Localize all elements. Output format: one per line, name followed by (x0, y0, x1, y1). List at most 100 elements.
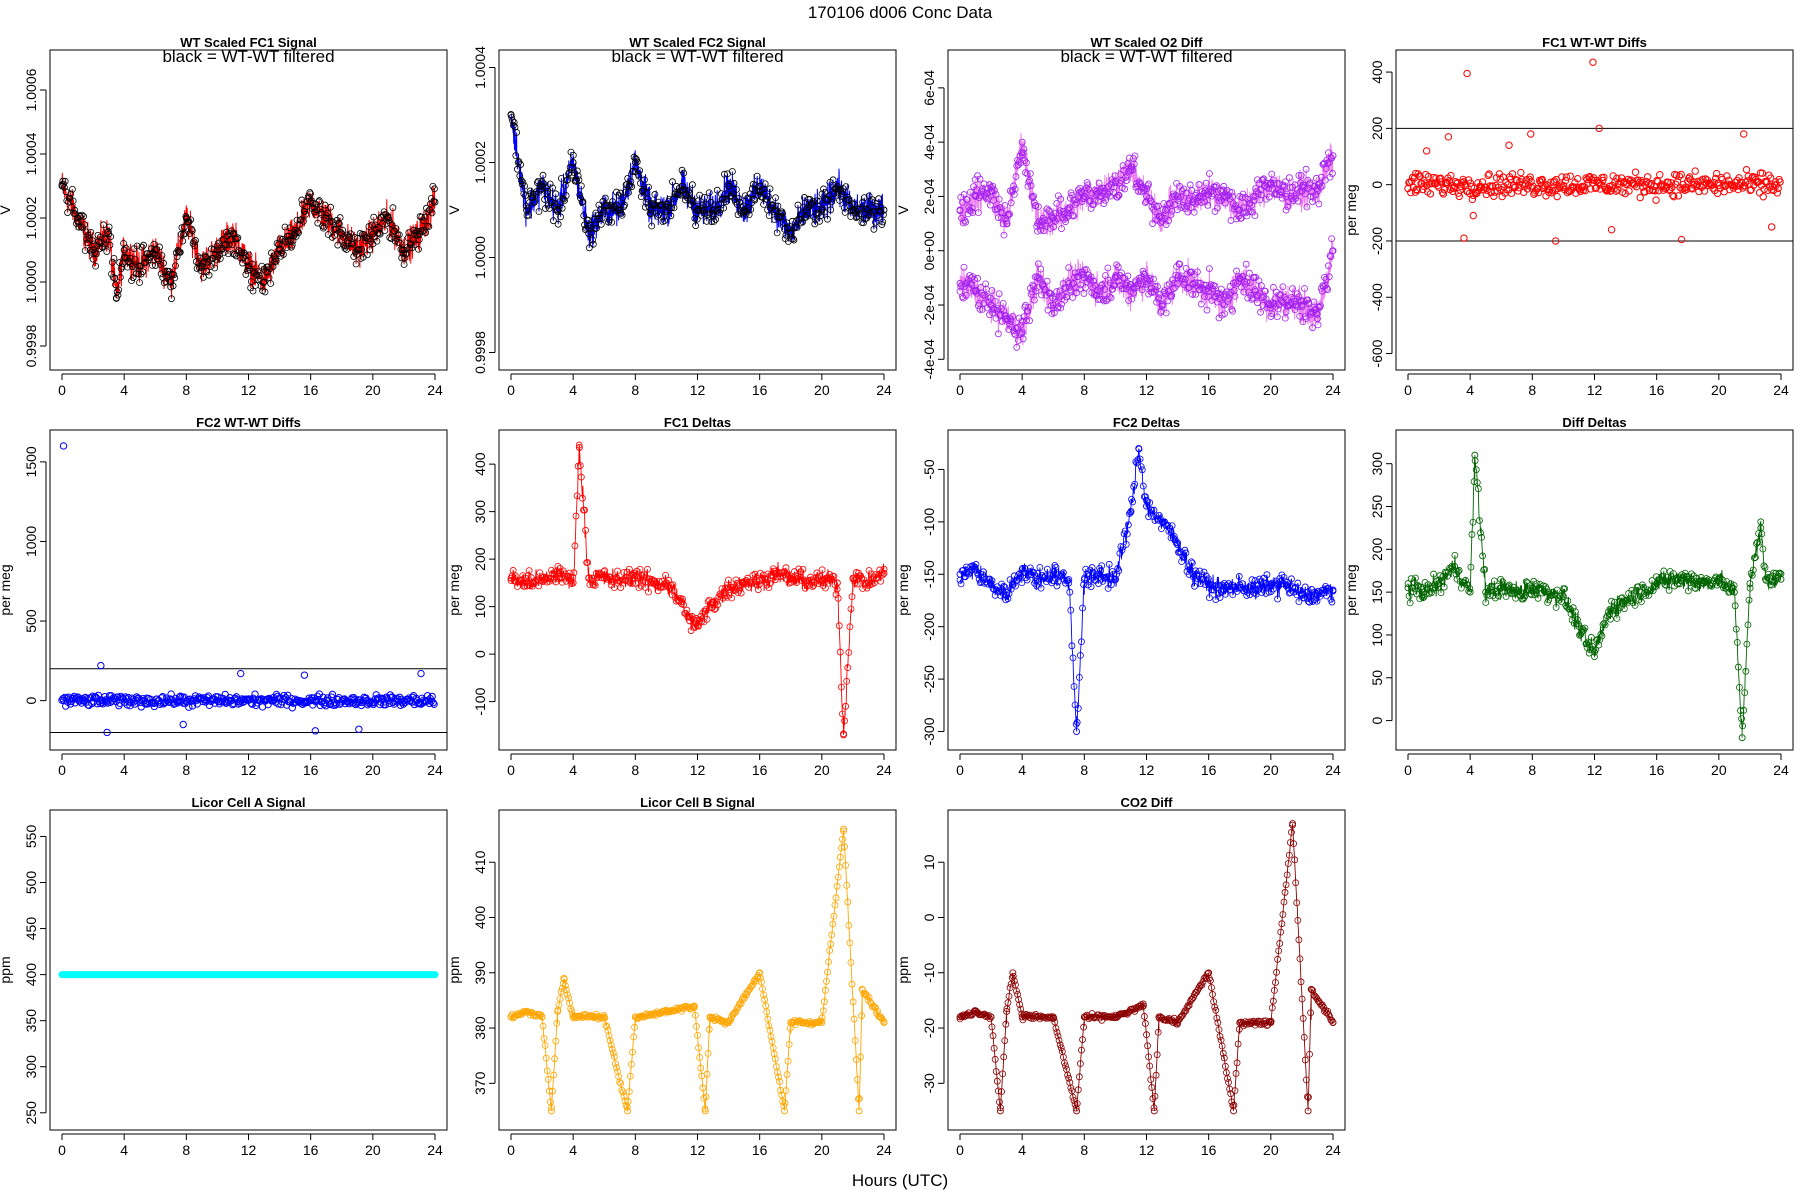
data-point (1032, 577, 1040, 585)
data-point (1406, 599, 1414, 607)
data-point (1143, 1031, 1150, 1039)
data-point (362, 237, 370, 245)
data-point (1644, 179, 1653, 188)
data-point-peak (1073, 728, 1081, 735)
data-point (1022, 169, 1029, 176)
data-point (315, 198, 322, 206)
data-point-peak (198, 262, 206, 270)
data-point (715, 201, 723, 208)
data-point (578, 198, 586, 206)
data-point (747, 983, 755, 991)
data-point (1294, 916, 1302, 924)
data-point (577, 194, 584, 202)
data-point (320, 223, 328, 231)
data-point (693, 1023, 700, 1030)
data-point (1282, 206, 1290, 214)
data-point (1087, 273, 1095, 281)
data-point (1269, 284, 1277, 291)
x-tick-label: 4 (120, 1142, 128, 1158)
data-point (1309, 198, 1316, 206)
data-point (710, 217, 718, 225)
data-point (1014, 161, 1022, 169)
data-point (631, 1023, 639, 1031)
data-point (1232, 1070, 1240, 1077)
data-point (581, 1012, 588, 1020)
data-point (216, 255, 224, 263)
data-point (625, 565, 633, 573)
y-tick-label: 400 (23, 963, 39, 987)
data-point-peak (1298, 301, 1306, 309)
data-point (1169, 1019, 1177, 1026)
data-point (730, 1010, 738, 1018)
data-point (178, 224, 186, 231)
data-point (1070, 683, 1078, 690)
data-point (1106, 188, 1113, 196)
data-point (577, 473, 585, 481)
data-point (1038, 281, 1046, 289)
data-point (535, 208, 543, 215)
data-point (1304, 176, 1312, 184)
data-point (1291, 856, 1299, 864)
plot-area (50, 442, 447, 737)
data-point (1646, 587, 1654, 595)
data-point (1571, 608, 1579, 615)
data-point (1754, 538, 1761, 546)
data-point (831, 901, 839, 909)
data-point (1518, 175, 1526, 184)
data-point (703, 615, 711, 623)
data-point (803, 211, 811, 219)
data-point (105, 223, 113, 231)
data-point (1259, 585, 1267, 593)
data-point (637, 179, 644, 187)
data-point (659, 218, 667, 226)
data-point-peak (956, 279, 964, 287)
data-point (1150, 275, 1157, 283)
data-point (571, 542, 579, 550)
data-point (1139, 1000, 1147, 1008)
data-point (1080, 581, 1088, 588)
data-point (1607, 615, 1614, 623)
data-point (753, 172, 761, 180)
data-point (1010, 977, 1018, 985)
data-point (853, 580, 861, 588)
data-point (1176, 260, 1184, 268)
data-point (645, 588, 652, 596)
data-point (629, 168, 636, 176)
data-point (1502, 593, 1510, 600)
data-point (1773, 189, 1781, 197)
data-point-peak (987, 301, 995, 309)
data-point (364, 235, 372, 243)
data-point (1620, 605, 1628, 613)
data-point (1448, 563, 1456, 570)
data-point (670, 587, 678, 595)
data-point (968, 204, 976, 212)
data-point (591, 581, 599, 589)
data-point (832, 894, 840, 902)
data-point (999, 587, 1007, 595)
data-point-peak (1575, 622, 1583, 630)
data-point (1268, 310, 1276, 317)
data-point (1760, 562, 1768, 570)
data-point-peak (1267, 581, 1275, 589)
data-point (1077, 281, 1085, 289)
data-point-peak (1049, 214, 1057, 222)
data-point (1482, 190, 1491, 199)
data-point (1242, 260, 1250, 268)
data-point (1180, 185, 1188, 193)
data-point (1310, 183, 1318, 191)
data-point (1159, 206, 1167, 214)
x-tick-label: 4 (120, 382, 128, 398)
data-point (537, 1011, 545, 1019)
data-point (842, 702, 850, 710)
data-point (1681, 186, 1689, 195)
data-point (1093, 572, 1100, 580)
data-point (102, 236, 110, 243)
data-point-peak (523, 579, 530, 587)
data-point (1086, 275, 1093, 283)
data-point (607, 1041, 615, 1049)
data-point (625, 189, 632, 196)
data-point (1326, 586, 1334, 594)
x-tick-label: 24 (427, 762, 443, 778)
panel-annotation: black = WT-WT filtered (162, 47, 334, 66)
data-point-peak (1158, 518, 1166, 526)
